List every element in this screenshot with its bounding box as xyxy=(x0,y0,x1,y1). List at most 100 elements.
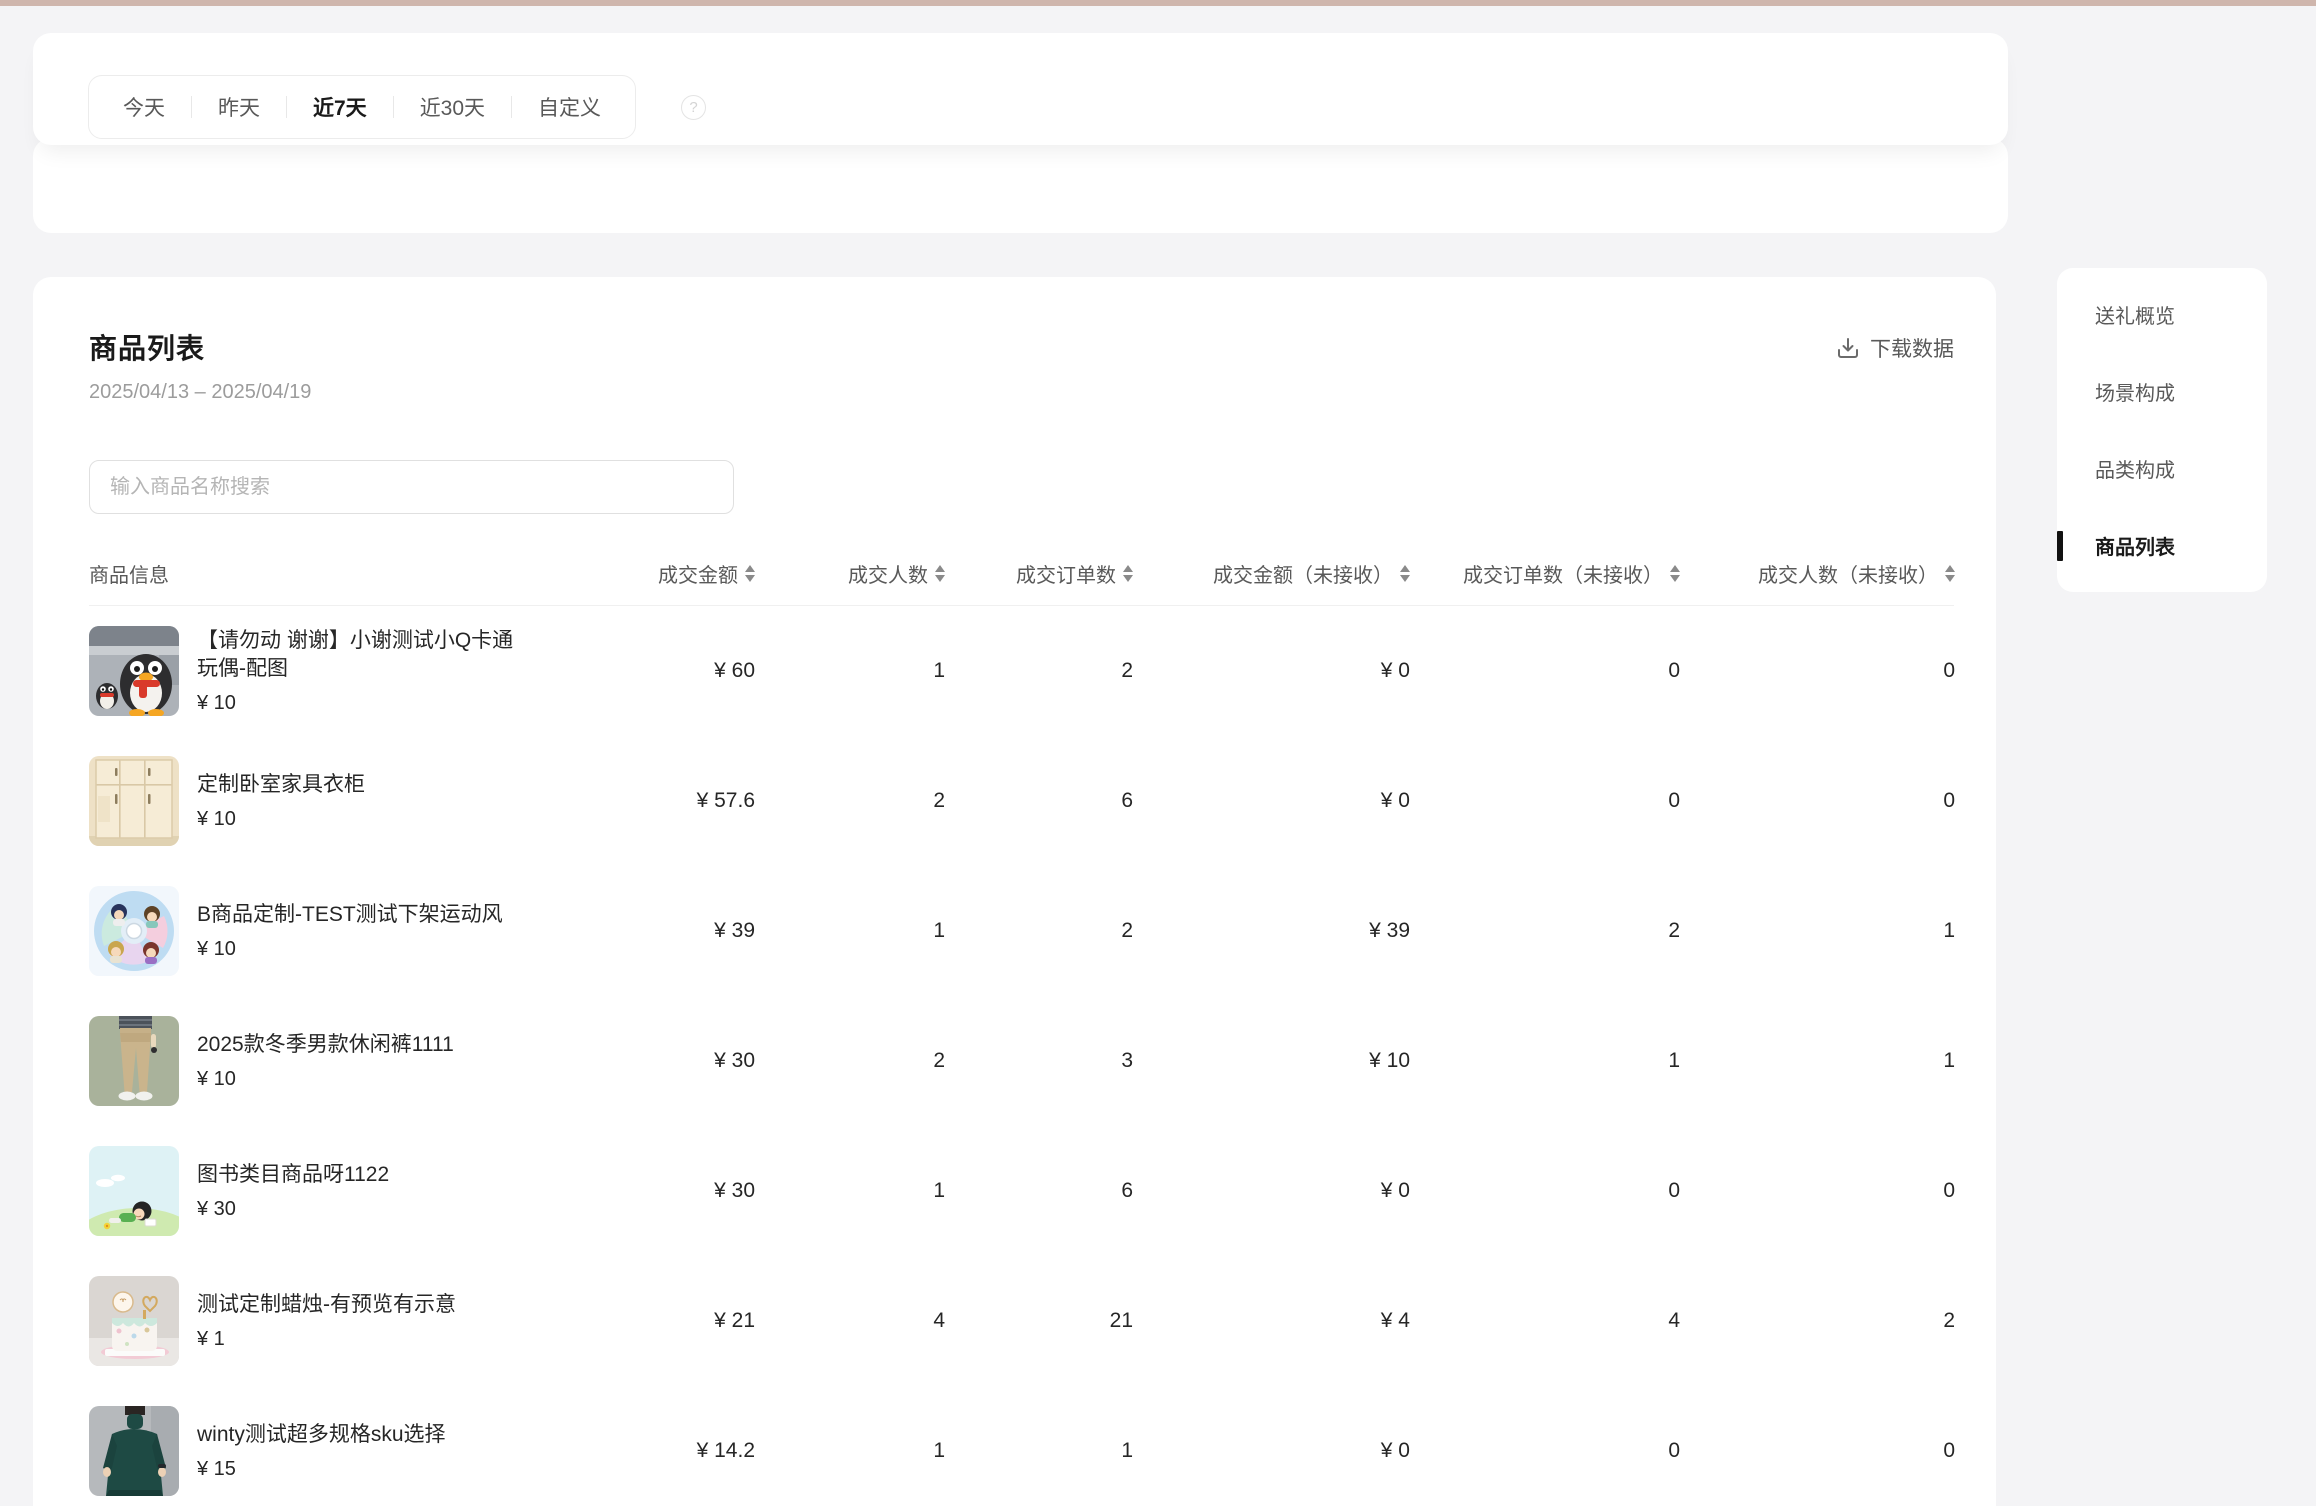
caret-up-down-icon xyxy=(935,565,945,582)
date-range-tabs: 今天 昨天 近7天 近30天 自定义 xyxy=(88,75,637,139)
cell-buyers: 1 xyxy=(933,919,945,942)
product-name: winty测试超多规格sku选择 xyxy=(197,1423,446,1447)
product-price: ¥ 10 xyxy=(197,691,236,714)
tab-last-7-days[interactable]: 近7天 xyxy=(313,97,367,120)
product-name: 定制卧室家具衣柜 xyxy=(197,773,365,797)
product-thumbnail-cake xyxy=(89,1276,179,1366)
product-name: 图书类目商品呀1122 xyxy=(197,1163,390,1187)
col-label: 成交人数 xyxy=(848,565,928,587)
cell-amount: ¥ 30 xyxy=(714,1179,755,1202)
product-name: 测试定制蜡烛-有预览有示意 xyxy=(197,1293,456,1317)
download-label: 下载数据 xyxy=(1870,338,1954,361)
col-label: 成交金额（未接收） xyxy=(1213,565,1393,587)
date-filter-card: 今天 昨天 近7天 近30天 自定义 ? xyxy=(33,33,2008,145)
col-label: 成交金额 xyxy=(658,565,738,587)
sidebar-item-label: 送礼概览 xyxy=(2095,306,2175,328)
cell-buyers-unreceived: 0 xyxy=(1943,789,1955,812)
table-row: 【请勿动 谢谢】小谢测试小Q卡通玩偶-配图 ¥ 10 ¥ 60 1 2 ¥ 0 … xyxy=(89,606,1955,736)
table-row: 测试定制蜡烛-有预览有示意 ¥ 1 ¥ 21 4 21 ¥ 4 4 2 xyxy=(89,1256,1955,1386)
cell-orders: 6 xyxy=(1121,789,1133,812)
cell-buyers-unreceived: 0 xyxy=(1943,1179,1955,1202)
tab-custom-range[interactable]: 自定义 xyxy=(538,97,602,120)
table-row: 定制卧室家具衣柜 ¥ 10 ¥ 57.6 2 6 ¥ 0 0 0 xyxy=(89,736,1955,866)
table-row: B商品定制-TEST测试下架运动风 ¥ 10 ¥ 39 1 2 ¥ 39 2 1 xyxy=(89,866,1955,996)
product-thumbnail-turtleneck xyxy=(89,1406,179,1496)
sidebar-item-label: 品类构成 xyxy=(2095,460,2175,482)
cell-buyers: 2 xyxy=(933,1049,945,1072)
product-price: ¥ 30 xyxy=(197,1197,236,1220)
cell-amount: ¥ 21 xyxy=(714,1309,755,1332)
page-title: 商品列表 xyxy=(89,333,206,364)
cell-amount-unreceived: ¥ 0 xyxy=(1380,1439,1410,1462)
question-circle-icon[interactable]: ? xyxy=(681,95,706,120)
col-buyers-sort[interactable]: 成交人数 xyxy=(848,559,945,588)
cell-buyers: 1 xyxy=(933,659,945,682)
cell-buyers-unreceived: 2 xyxy=(1943,1309,1955,1332)
table-row: 图书类目商品呀1122 ¥ 30 ¥ 30 1 6 ¥ 0 0 0 xyxy=(89,1126,1955,1256)
date-range-text: 2025/04/13 – 2025/04/19 xyxy=(89,381,312,403)
cell-amount: ¥ 39 xyxy=(714,919,755,942)
cell-amount-unreceived: ¥ 0 xyxy=(1380,1179,1410,1202)
sidebar-item-gift-overview[interactable]: 送礼概览 xyxy=(2057,276,2267,353)
product-name: B商品定制-TEST测试下架运动风 xyxy=(197,903,503,927)
tab-divider xyxy=(511,96,513,118)
product-thumbnail-wardrobe xyxy=(89,756,179,846)
cell-orders: 2 xyxy=(1121,659,1133,682)
cell-amount: ¥ 30 xyxy=(714,1049,755,1072)
tab-today[interactable]: 今天 xyxy=(123,97,165,120)
cell-amount-unreceived: ¥ 0 xyxy=(1380,659,1410,682)
cell-orders-unreceived: 0 xyxy=(1668,659,1680,682)
download-tray-icon xyxy=(1835,335,1861,361)
product-thumbnail-penguin-plush xyxy=(89,626,179,716)
cell-amount-unreceived: ¥ 4 xyxy=(1380,1309,1410,1332)
tab-yesterday[interactable]: 昨天 xyxy=(218,97,260,120)
col-amount-sort[interactable]: 成交金额 xyxy=(658,559,755,588)
search-input[interactable] xyxy=(89,460,734,514)
sidebar-item-scene-composition[interactable]: 场景构成 xyxy=(2057,353,2267,430)
cell-amount-unreceived: ¥ 39 xyxy=(1369,919,1410,942)
col-label: 成交人数（未接收） xyxy=(1758,565,1938,587)
cell-buyers: 1 xyxy=(933,1179,945,1202)
cell-orders-unreceived: 2 xyxy=(1668,919,1680,942)
cell-amount-unreceived: ¥ 10 xyxy=(1369,1049,1410,1072)
product-thumbnail-khaki-pants xyxy=(89,1016,179,1106)
sidebar-item-label: 商品列表 xyxy=(2095,537,2175,559)
cell-amount: ¥ 14.2 xyxy=(696,1439,755,1462)
cell-buyers-unreceived: 0 xyxy=(1943,659,1955,682)
product-thumbnail-cartoon-meadow xyxy=(89,1146,179,1236)
caret-up-down-icon xyxy=(1945,565,1955,582)
cell-orders-unreceived: 1 xyxy=(1668,1049,1680,1072)
col-orders-sort[interactable]: 成交订单数 xyxy=(1016,559,1133,588)
caret-up-down-icon xyxy=(1400,565,1410,582)
product-name: 2025款冬季男款休闲裤1111 xyxy=(197,1033,454,1057)
cell-buyers: 2 xyxy=(933,789,945,812)
cell-orders: 6 xyxy=(1121,1179,1133,1202)
col-product-info: 商品信息 xyxy=(89,565,169,587)
cell-amount-unreceived: ¥ 0 xyxy=(1380,789,1410,812)
caret-up-down-icon xyxy=(1123,565,1133,582)
product-name: 【请勿动 谢谢】小谢测试小Q卡通玩偶-配图 xyxy=(197,629,514,680)
table-row: 2025款冬季男款休闲裤1111 ¥ 10 ¥ 30 2 3 ¥ 10 1 1 xyxy=(89,996,1955,1126)
sidebar-item-category-composition[interactable]: 品类构成 xyxy=(2057,430,2267,507)
col-buyers-unreceived-sort[interactable]: 成交人数（未接收） xyxy=(1758,559,1955,588)
col-amount-unreceived-sort[interactable]: 成交金额（未接收） xyxy=(1213,559,1410,588)
cell-orders: 3 xyxy=(1121,1049,1133,1072)
table-header: 商品信息 成交金额 成交人数 成交订单数 成交金额（未接收） 成交订单数（未接收… xyxy=(89,542,1955,606)
section-card-bottom xyxy=(33,138,2008,233)
cell-orders-unreceived: 0 xyxy=(1668,1179,1680,1202)
cell-amount: ¥ 57.6 xyxy=(696,789,755,812)
cell-amount: ¥ 60 xyxy=(714,659,755,682)
sidebar-item-product-list[interactable]: 商品列表 xyxy=(2057,507,2267,584)
sidebar-item-label: 场景构成 xyxy=(2095,383,2175,405)
cell-buyers: 1 xyxy=(933,1439,945,1462)
cell-orders: 1 xyxy=(1121,1439,1133,1462)
table-row: winty测试超多规格sku选择 ¥ 15 ¥ 14.2 1 1 ¥ 0 0 0 xyxy=(89,1386,1955,1506)
col-orders-unreceived-sort[interactable]: 成交订单数（未接收） xyxy=(1463,559,1680,588)
product-price: ¥ 10 xyxy=(197,807,236,830)
active-indicator-bar xyxy=(2057,530,2063,561)
download-data-button[interactable]: 下载数据 xyxy=(1835,333,1954,363)
tab-last-30-days[interactable]: 近30天 xyxy=(419,97,486,120)
cell-buyers-unreceived: 0 xyxy=(1943,1439,1955,1462)
cell-buyers: 4 xyxy=(933,1309,945,1332)
cell-orders-unreceived: 0 xyxy=(1668,789,1680,812)
